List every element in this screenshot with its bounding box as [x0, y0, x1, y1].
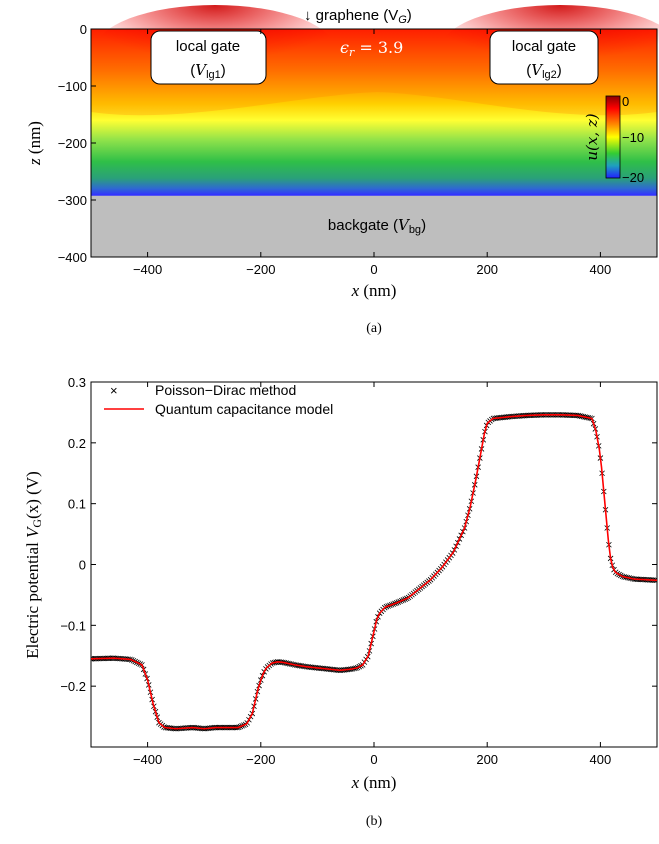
bottom-x-tick-label: 400 — [590, 752, 612, 767]
epsilon-label: ϵr = 3.9 — [340, 38, 403, 59]
bottom-y-tick-label: −0.2 — [60, 679, 86, 694]
backgate-label: backgate (Vbg) — [328, 216, 426, 236]
caption-a: (a) — [366, 321, 382, 336]
colorbar-label: u(x, z) — [583, 113, 601, 160]
local-gate-1-label: local gate — [176, 38, 240, 55]
top-y-tick-label: −200 — [58, 136, 87, 151]
top-x-ticks: −400 −200 0 200 400 — [133, 29, 611, 277]
graphene-label: ↓ graphene (VG) — [304, 7, 412, 26]
top-y-tick-label: 0 — [80, 22, 87, 37]
colorbar-tick-0: 0 — [622, 94, 629, 109]
local-gate-1 — [150, 30, 267, 85]
bottom-y-tick-label: −0.1 — [60, 618, 86, 633]
colorbar-tick-1: −10 — [622, 130, 644, 145]
top-y-tick-label: −400 — [58, 250, 87, 265]
legend-label-poisson: Poisson−Dirac method — [155, 382, 296, 398]
top-x-label: x (nm) — [351, 281, 397, 300]
bottom-axes-frame — [90, 381, 658, 748]
colorbar — [605, 95, 621, 179]
bottom-y-tick-label: 0 — [79, 558, 86, 573]
top-x-tick-label: −200 — [246, 262, 275, 277]
top-panel: local gate (Vlg1) local gate (Vlg2) ϵr =… — [25, 5, 659, 336]
backgate-region — [91, 195, 657, 257]
top-x-tick-label: 0 — [370, 262, 377, 277]
bottom-y-label: Electric potential VG(x) (V) — [23, 471, 44, 659]
legend-marker-poisson: × — [110, 383, 118, 398]
bottom-y-ticks: 0.3 0.2 0.1 0 −0.1 −0.2 — [60, 375, 657, 694]
bottom-x-tick-label: −400 — [133, 752, 162, 767]
legend-label-quantum: Quantum capacitance model — [155, 401, 333, 417]
local-gate-2 — [489, 30, 599, 85]
bottom-x-tick-label: −200 — [246, 752, 275, 767]
bottom-y-tick-label: 0.2 — [68, 436, 86, 451]
top-y-tick-label: −100 — [58, 79, 87, 94]
series-quantum-capacitance — [91, 414, 657, 730]
bottom-y-tick-label: 0.1 — [68, 497, 86, 512]
bottom-y-tick-label: 0.3 — [68, 375, 86, 390]
bottom-x-label: x (nm) — [351, 773, 397, 792]
bottom-x-tick-label: 200 — [476, 752, 498, 767]
legend: × Poisson−Dirac method Quantum capacitan… — [104, 382, 333, 417]
caption-b: (b) — [366, 814, 383, 829]
top-x-tick-label: 200 — [476, 262, 498, 277]
bottom-x-ticks: −400 −200 0 200 400 — [133, 382, 611, 767]
colorbar-tick-2: −20 — [622, 170, 644, 185]
top-y-label: z (nm) — [25, 121, 44, 166]
local-gate-2-var: (Vlg2) — [526, 61, 562, 81]
bottom-x-tick-label: 0 — [370, 752, 377, 767]
bottom-panel: −400 −200 0 200 400 0.3 0.2 0.1 0 −0.1 −0.2 × Poi… — [23, 375, 658, 829]
local-gate-1-var: (Vlg1) — [190, 61, 226, 81]
top-x-tick-label: −400 — [133, 262, 162, 277]
local-gate-2-label: local gate — [512, 38, 576, 55]
top-y-ticks: 0 −100 −200 −300 −400 — [58, 22, 96, 265]
top-x-tick-label: 400 — [590, 262, 612, 277]
top-y-tick-label: −300 — [58, 193, 87, 208]
